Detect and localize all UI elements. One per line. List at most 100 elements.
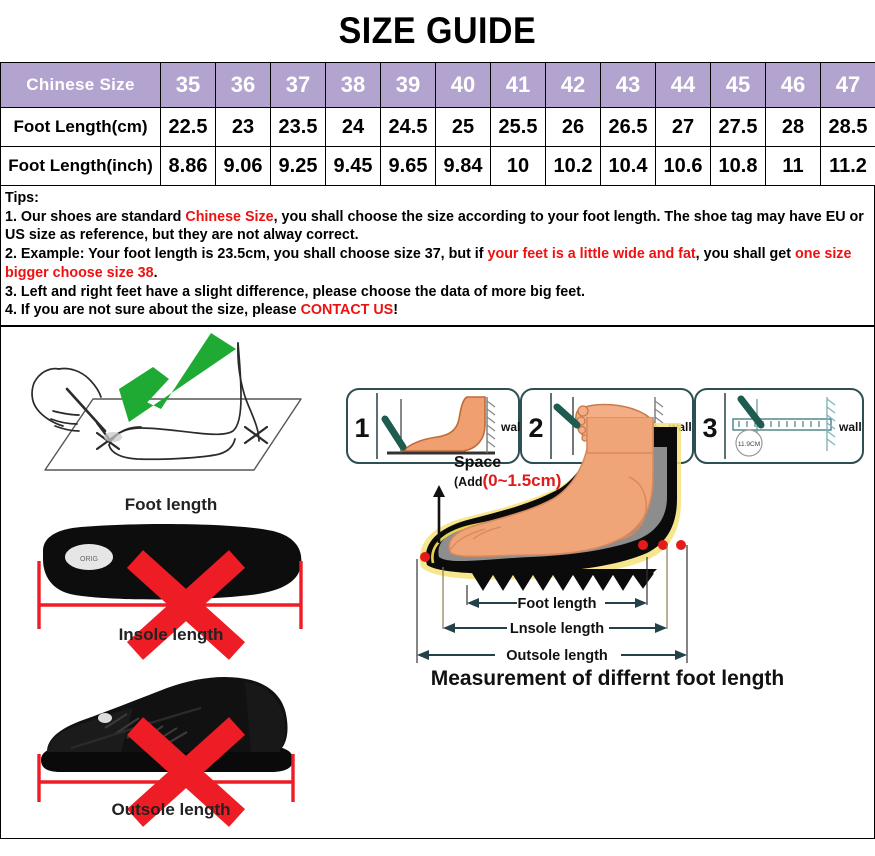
cm-cell: 23: [215, 107, 271, 147]
cm-cell: 24: [325, 107, 381, 147]
cm-cell: 25: [435, 107, 491, 147]
inch-cell: 10.8: [710, 146, 766, 186]
marker-dot: [638, 540, 648, 551]
check-icon: [119, 333, 236, 423]
right-illustration-column: 1 wall: [341, 327, 874, 838]
size-cell: 47: [820, 62, 875, 108]
inch-cell: 9.06: [215, 146, 271, 186]
foot-measurement-diagram: Foot length Lnsole length Outsole length: [416, 417, 688, 664]
cross-icon-insole: [126, 550, 246, 660]
table-row-foot-length-cm: Foot Length(cm) 22.5 23 23.5 24 24.5 25 …: [0, 107, 875, 147]
left-illustration-column: Foot length ORIG Inso: [1, 327, 341, 838]
space-add-label: (Add: [454, 474, 483, 489]
cm-cell: 24.5: [380, 107, 436, 147]
tip1-text-b: , you shall choose the size according to…: [5, 208, 864, 244]
row-label-foot-length-inch: Foot Length(inch): [0, 146, 161, 186]
tip-line-2: 2. Example: Your foot length is 23.5cm, …: [5, 245, 870, 282]
cm-cell: 27.5: [710, 107, 766, 147]
cm-cell: 26: [545, 107, 601, 147]
tip4-text-a: 4. If you are not sure about the size, p…: [5, 302, 301, 319]
step-3-ruler-label: 11.9CM: [738, 441, 760, 448]
measure-row-foot-length: [467, 598, 647, 609]
tip1-text-a: 1. Our shoes are standard: [5, 208, 186, 225]
size-cell: 46: [765, 62, 821, 108]
tip1-highlight: Chinese Size: [185, 208, 274, 225]
row-label-chinese-size: Chinese Size: [0, 62, 161, 108]
cm-cell: 27: [655, 107, 711, 147]
illustrations-section: Foot length ORIG Inso: [0, 326, 875, 840]
svg-text:2: 2: [528, 413, 543, 443]
marker-dot: [676, 540, 686, 551]
cross-icon-shoe: [126, 717, 246, 827]
title-bar: SIZE GUIDE: [0, 0, 875, 62]
size-cell: 37: [270, 62, 326, 108]
size-cell: 42: [545, 62, 601, 108]
tip2-text-b: , you shall get: [695, 246, 795, 263]
space-value: (0~1.5cm): [482, 470, 562, 490]
size-cell: 44: [655, 62, 711, 108]
label-insole-length: Lnsole length: [510, 621, 604, 637]
label-outsole-length: Outsole length: [506, 648, 608, 664]
size-cell: 45: [710, 62, 766, 108]
inch-cell: 11.2: [820, 146, 875, 186]
inch-cell: 9.84: [435, 146, 491, 186]
foot-tracing-illustration: [31, 333, 302, 471]
size-table: Chinese Size 35 36 37 38 39 40 41 42 43 …: [0, 62, 875, 186]
inch-cell: 10.2: [545, 146, 601, 186]
step-box-1: 1 wall: [346, 388, 524, 465]
table-row-foot-length-inch: Foot Length(inch) 8.86 9.06 9.25 9.45 9.…: [0, 146, 875, 186]
tip-line-3: 3. Left and right feet have a slight dif…: [5, 283, 585, 300]
inch-cell: 8.86: [160, 146, 216, 186]
step-box-3: 3 11.9CM: [694, 388, 864, 465]
inch-cell: 9.45: [325, 146, 381, 186]
row-label-foot-length-cm: Foot Length(cm): [0, 107, 161, 147]
page-title: SIZE GUIDE: [338, 10, 537, 51]
measure-row-outsole-length: [417, 650, 687, 661]
shoe-bottom-label: Outsole length: [111, 800, 231, 820]
diagram-caption: Measurement of differnt foot length: [430, 667, 785, 691]
insole-bottom-label: Insole length: [118, 625, 224, 645]
svg-text:1: 1: [354, 413, 369, 443]
step-1-wall-label: wall: [500, 420, 524, 434]
tip2-text-a: 2. Example: Your foot length is 23.5cm, …: [5, 246, 488, 263]
insole-top-label: Foot length: [124, 495, 218, 515]
size-cell: 36: [215, 62, 271, 108]
inch-cell: 10.6: [655, 146, 711, 186]
cm-cell: 28: [765, 107, 821, 147]
tip2-highlight-1: your feet is a little wide and fat: [487, 246, 696, 263]
marker-dot: [658, 540, 668, 551]
cm-cell: 25.5: [490, 107, 546, 147]
space-arrow: [433, 485, 445, 544]
inch-cell: 9.25: [270, 146, 326, 186]
measure-row-insole-length: [443, 623, 667, 634]
tip-line-4: 4. If you are not sure about the size, p…: [5, 301, 870, 320]
inch-cell: 11: [765, 146, 821, 186]
svg-text:3: 3: [702, 413, 717, 443]
tip4-text-b: !: [393, 302, 398, 319]
size-cell: 35: [160, 62, 216, 108]
tips-section: Tips: 1. Our shoes are standard Chinese …: [0, 186, 875, 327]
table-row-chinese-size: Chinese Size 35 36 37 38 39 40 41 42 43 …: [0, 62, 875, 108]
marker-dot: [420, 552, 430, 563]
size-cell: 38: [325, 62, 381, 108]
tip4-contact-us[interactable]: CONTACT US: [300, 302, 394, 319]
tip-line-1: 1. Our shoes are standard Chinese Size, …: [5, 208, 870, 245]
step-3-wall-label: wall: [838, 420, 862, 434]
cm-cell: 26.5: [600, 107, 656, 147]
inch-cell: 10: [490, 146, 546, 186]
size-cell: 40: [435, 62, 491, 108]
space-label: Space: [454, 454, 502, 472]
cm-cell: 28.5: [820, 107, 875, 147]
size-cell: 41: [490, 62, 546, 108]
size-cell: 43: [600, 62, 656, 108]
size-cell: 39: [380, 62, 436, 108]
cm-cell: 22.5: [160, 107, 216, 147]
inch-cell: 9.65: [380, 146, 436, 186]
tip2-text-c: .: [153, 264, 158, 281]
tip2-highlight-2: one size bigger choose size 38: [5, 246, 852, 281]
cm-cell: 23.5: [270, 107, 326, 147]
inch-cell: 10.4: [600, 146, 656, 186]
tips-heading: Tips:: [5, 190, 39, 206]
space-annotation: Space (Add(0~1.5cm): [454, 454, 562, 491]
